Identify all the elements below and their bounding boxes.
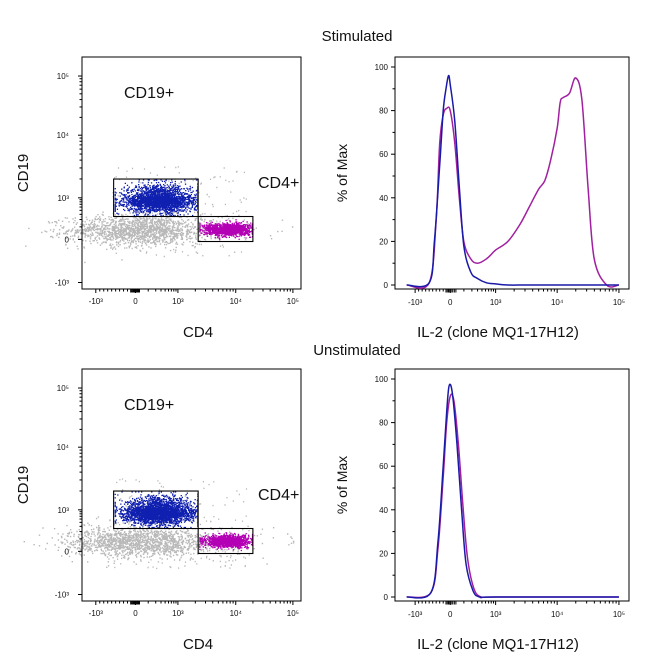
cd4-positive-events [199,219,254,241]
x-axis-title: CD4 [183,324,213,341]
x-tick-label: 0 [448,298,453,307]
gate-cd4 [197,527,254,555]
x-axis: -10³ 0 10³ 10⁴ 10⁵ [408,289,625,307]
gate-cd19 [113,490,199,530]
y-tick-label: 10⁵ [57,72,69,81]
gate-label-cd19: CD19+ [124,85,174,102]
x-tick-label: 10⁵ [613,610,625,619]
y-tick-label: 0 [384,281,389,290]
section-title: Unstimulated [313,342,401,359]
gate-cd4 [197,215,254,243]
y-axis-title: CD19 [15,466,32,504]
y-tick-label: 100 [375,375,389,384]
gate-label-cd19: CD19+ [124,397,174,414]
x-tick-label: 0 [133,609,138,618]
y-axis: 100 80 60 40 20 0 [375,63,395,290]
y-tick-label: 0 [384,593,389,602]
y-tick-label: 40 [379,194,388,203]
y-axis-title: % of Max [334,456,350,514]
y-tick-label: 0 [65,235,70,244]
series-line-cd4- [406,77,620,289]
x-tick-label: 10⁴ [551,298,564,307]
gate-cd19 [113,178,199,218]
x-tick-label: 10³ [172,297,184,306]
plot-frame [394,56,630,290]
y-tick-label: 60 [379,150,388,159]
x-axis-title: IL-2 (clone MQ1-17H12) [417,636,579,653]
y-tick-label: 40 [379,506,388,515]
y-tick-label: -10³ [55,279,70,288]
x-tick-label: 10⁵ [287,609,299,618]
x-axis: -10³ 0 10³ 10⁴ 10⁵ [89,601,299,618]
y-tick-label: 20 [379,549,388,558]
scatter-points [23,478,295,570]
y-tick-label: 10³ [57,506,69,515]
gate-label-cd4: CD4+ [258,487,299,504]
x-axis-title: CD4 [183,636,213,653]
x-axis: -10³ 0 10³ 10⁴ 10⁵ [408,601,625,619]
y-tick-label: 0 [65,547,70,556]
x-tick-label: 10³ [490,610,502,619]
y-tick-label: 80 [379,419,388,428]
y-axis: 10⁵ 10⁴ 10³ 0 -10³ [55,384,82,600]
y-tick-label: -10³ [55,591,70,600]
y-tick-label: 80 [379,107,388,116]
ungated-events [25,166,294,264]
y-tick-label: 60 [379,462,388,471]
x-tick-label: 10³ [172,609,184,618]
plot-frame [81,368,302,602]
plot-frame [394,368,630,602]
x-tick-label: -10³ [89,609,104,618]
y-tick-label: 10⁴ [57,443,70,452]
cd4-positive-events [199,532,254,552]
scatter-points [25,166,294,264]
x-tick-label: 0 [448,610,453,619]
histogram-panel-1: 100 80 60 40 20 0 -10³ 0 10³ 10⁴ 10⁵ IL-2 (clone MQ… [334,56,630,341]
series-line-cd19- [406,383,619,599]
x-tick-label: 10³ [490,298,502,307]
series-line-cd4- [406,393,619,599]
section-title: Stimulated [322,28,393,45]
gate-label-cd4: CD4+ [258,175,299,192]
x-tick-label: 10⁵ [287,297,299,306]
y-tick-label: 100 [375,63,389,72]
x-tick-label: 10⁴ [551,610,564,619]
histogram-panel-2: 100 80 60 40 20 0 -10³ 0 10³ 10⁴ 10⁵ IL-2 (clone MQ… [334,368,630,653]
y-tick-label: 10⁵ [57,384,69,393]
x-tick-label: -10³ [89,297,104,306]
x-tick-label: -10³ [408,298,423,307]
y-axis-title: CD19 [15,154,32,192]
y-axis-title: % of Max [334,144,350,202]
plot-frame [81,56,302,290]
x-tick-label: 10⁴ [230,297,243,306]
x-tick-label: -10³ [408,610,423,619]
x-tick-label: 0 [133,297,138,306]
y-tick-label: 20 [379,237,388,246]
x-axis: -10³ 0 10³ 10⁴ 10⁵ [89,289,299,306]
y-tick-label: 10³ [57,194,69,203]
y-axis: 100 80 60 40 20 0 [375,375,395,602]
x-tick-label: 10⁵ [613,298,625,307]
histogram-series [406,383,619,599]
cd19-positive-events [114,491,199,529]
x-tick-label: 10⁴ [230,609,243,618]
histogram-series [406,74,620,289]
x-axis-title: IL-2 (clone MQ1-17H12) [417,324,579,341]
y-axis: 10⁵ 10⁴ 10³ 0 -10³ [55,72,82,288]
y-tick-label: 10⁴ [57,131,70,140]
series-line-cd19- [406,74,619,288]
